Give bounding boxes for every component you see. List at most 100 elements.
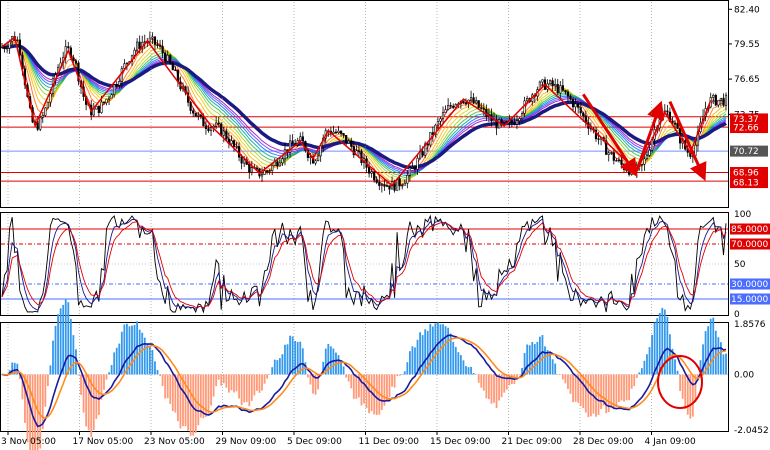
macd-histogram-bar <box>192 374 195 436</box>
macd-histogram-bar <box>327 343 330 375</box>
macd-histogram-bar <box>485 374 488 399</box>
candle-body <box>225 130 228 140</box>
macd-histogram-bar <box>261 374 263 391</box>
macd-histogram-bar <box>712 317 715 375</box>
macd-histogram-bar <box>559 374 562 375</box>
candle-body <box>120 68 123 82</box>
macd-histogram-bar <box>62 304 65 375</box>
candle-body <box>171 63 174 71</box>
macd-histogram-bar <box>105 374 108 380</box>
candle-body <box>123 63 126 69</box>
candle-body <box>447 105 450 111</box>
macd-histogram-bar <box>444 326 447 375</box>
price-panel-frame <box>0 0 729 208</box>
macd-histogram-bar <box>243 374 246 403</box>
macd-histogram-bar <box>401 374 404 375</box>
candle-body <box>222 130 225 136</box>
candle-body <box>523 100 526 114</box>
candle-body <box>18 39 21 56</box>
macd-histogram-bar <box>383 374 386 406</box>
candle-body <box>413 167 417 170</box>
macd-histogram-bar <box>472 372 475 375</box>
macd-histogram-bar <box>411 346 414 375</box>
macd-histogram-bar <box>26 374 29 443</box>
candle-body <box>424 143 427 156</box>
candle-body <box>477 100 480 108</box>
macd-histogram-bar <box>365 374 368 409</box>
macd-histogram-bar <box>268 374 271 375</box>
candle-body <box>133 49 136 56</box>
macd-histogram-bar <box>429 323 432 375</box>
macd-histogram-bar <box>465 366 467 375</box>
candle-body <box>464 102 468 105</box>
candle-body <box>673 123 677 125</box>
candle-body <box>607 152 610 155</box>
macd-histogram-bar <box>699 360 702 375</box>
candle-body <box>441 112 445 119</box>
candle-body <box>232 140 236 147</box>
candle-body <box>174 69 177 72</box>
macd-histogram-bar <box>398 374 401 376</box>
macd-histogram-bar <box>11 362 14 375</box>
macd-histogram-bar <box>449 333 452 375</box>
macd-histogram-bar <box>442 324 444 375</box>
macd-histogram-bar <box>567 374 569 390</box>
macd-histogram-bar <box>454 346 457 375</box>
oscillator-line <box>1 218 727 311</box>
candle-body <box>526 98 529 102</box>
macd-histogram-bar <box>669 334 671 375</box>
candle-body <box>301 136 304 142</box>
macd-histogram-bar <box>595 374 597 417</box>
macd-histogram-bar <box>625 374 628 401</box>
candle-body <box>3 46 6 50</box>
candle-body <box>291 140 294 144</box>
macd-histogram-bar <box>222 374 225 384</box>
macd-histogram-bar <box>482 374 485 391</box>
osc-level-tag <box>730 293 770 305</box>
candle-body <box>475 100 478 104</box>
macd-histogram-bar <box>187 374 189 431</box>
macd-histogram-bar <box>393 374 396 388</box>
oscillator-line <box>1 214 727 314</box>
candle-body <box>597 138 600 140</box>
price-tick-label: 79.55 <box>734 40 760 50</box>
macd-histogram-bar <box>707 326 710 375</box>
macd-histogram-bar <box>34 374 37 450</box>
macd-histogram-bar <box>666 316 669 375</box>
candle-body <box>421 151 424 156</box>
macd-histogram-bar <box>329 346 332 375</box>
macd-histogram-bar <box>551 359 554 375</box>
price-tick-label: 82.40 <box>734 5 760 15</box>
macd-histogram-bar <box>480 374 483 388</box>
candle-body <box>215 122 218 127</box>
macd-histogram-bar <box>546 350 549 375</box>
macd-histogram-bar <box>18 374 21 380</box>
macd-histogram-bar <box>115 347 118 375</box>
macd-histogram-bar <box>164 374 167 399</box>
macd-histogram-bar <box>452 341 455 375</box>
candle-body <box>46 101 49 109</box>
macd-histogram-bar <box>248 374 251 407</box>
macd-histogram-bar <box>54 325 57 375</box>
macd-histogram-bar <box>194 374 197 433</box>
macd-histogram-bar <box>31 374 34 450</box>
candle-body <box>640 163 643 166</box>
macd-histogram-bar <box>342 366 345 375</box>
macd-histogram-bar <box>182 374 184 427</box>
macd-histogram-bar <box>52 340 54 375</box>
macd-histogram-bar <box>350 374 353 389</box>
macd-histogram-bar <box>128 326 131 375</box>
candle-body <box>339 130 343 134</box>
osc-level-label: 70.0000 <box>731 240 768 250</box>
osc-level-tag <box>730 223 770 235</box>
candle-body <box>444 109 447 113</box>
candle-body <box>311 156 315 164</box>
candle-body <box>16 39 19 42</box>
macd-histogram-bar <box>528 345 531 375</box>
candle-body <box>724 94 728 106</box>
macd-histogram-bar <box>21 374 24 400</box>
candle-body <box>431 132 434 135</box>
price-tag-label: 72.66 <box>733 124 759 134</box>
candle-body <box>469 97 473 101</box>
candle-body <box>462 100 465 103</box>
